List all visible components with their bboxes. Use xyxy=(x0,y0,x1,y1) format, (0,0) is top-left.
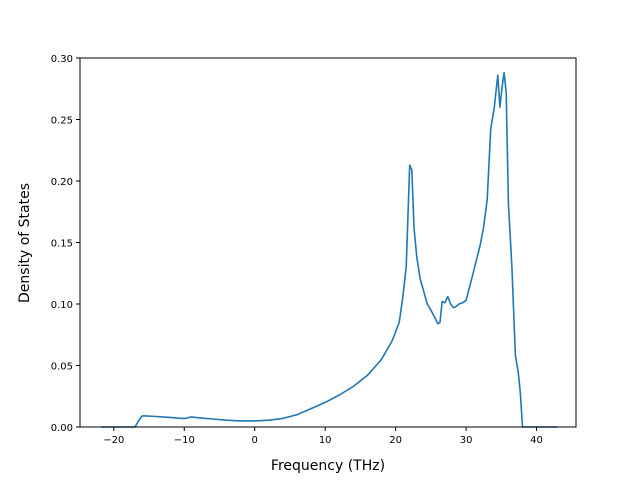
x-tick-label: −20 xyxy=(103,435,124,446)
x-axis-label: Frequency (THz) xyxy=(271,458,385,474)
y-tick-label: 0.00 xyxy=(51,423,73,434)
x-tick-label: 20 xyxy=(389,435,402,446)
y-axis-ticks: 0.00 0.05 0.10 0.15 0.20 0.25 0.30 xyxy=(51,54,80,434)
y-tick-label: 0.20 xyxy=(51,177,73,188)
y-tick-label: 0.25 xyxy=(51,116,73,127)
plot-background xyxy=(80,58,576,427)
x-tick-label: 40 xyxy=(530,435,543,446)
x-tick-label: 30 xyxy=(460,435,473,446)
y-tick-label: 0.30 xyxy=(51,54,73,65)
x-axis-ticks: −20 −10 0 10 20 30 40 xyxy=(103,427,543,446)
dos-series-line xyxy=(101,72,558,428)
y-tick-label: 0.05 xyxy=(51,362,73,373)
y-tick-label: 0.10 xyxy=(51,300,73,311)
x-tick-label: 10 xyxy=(319,435,332,446)
plot-frame xyxy=(79,57,577,428)
x-tick-label: −10 xyxy=(174,435,195,446)
x-tick-label: 0 xyxy=(252,435,258,446)
y-tick-label: 0.15 xyxy=(51,239,73,250)
y-axis-label: Density of States xyxy=(17,183,33,303)
series-lines xyxy=(101,72,558,428)
